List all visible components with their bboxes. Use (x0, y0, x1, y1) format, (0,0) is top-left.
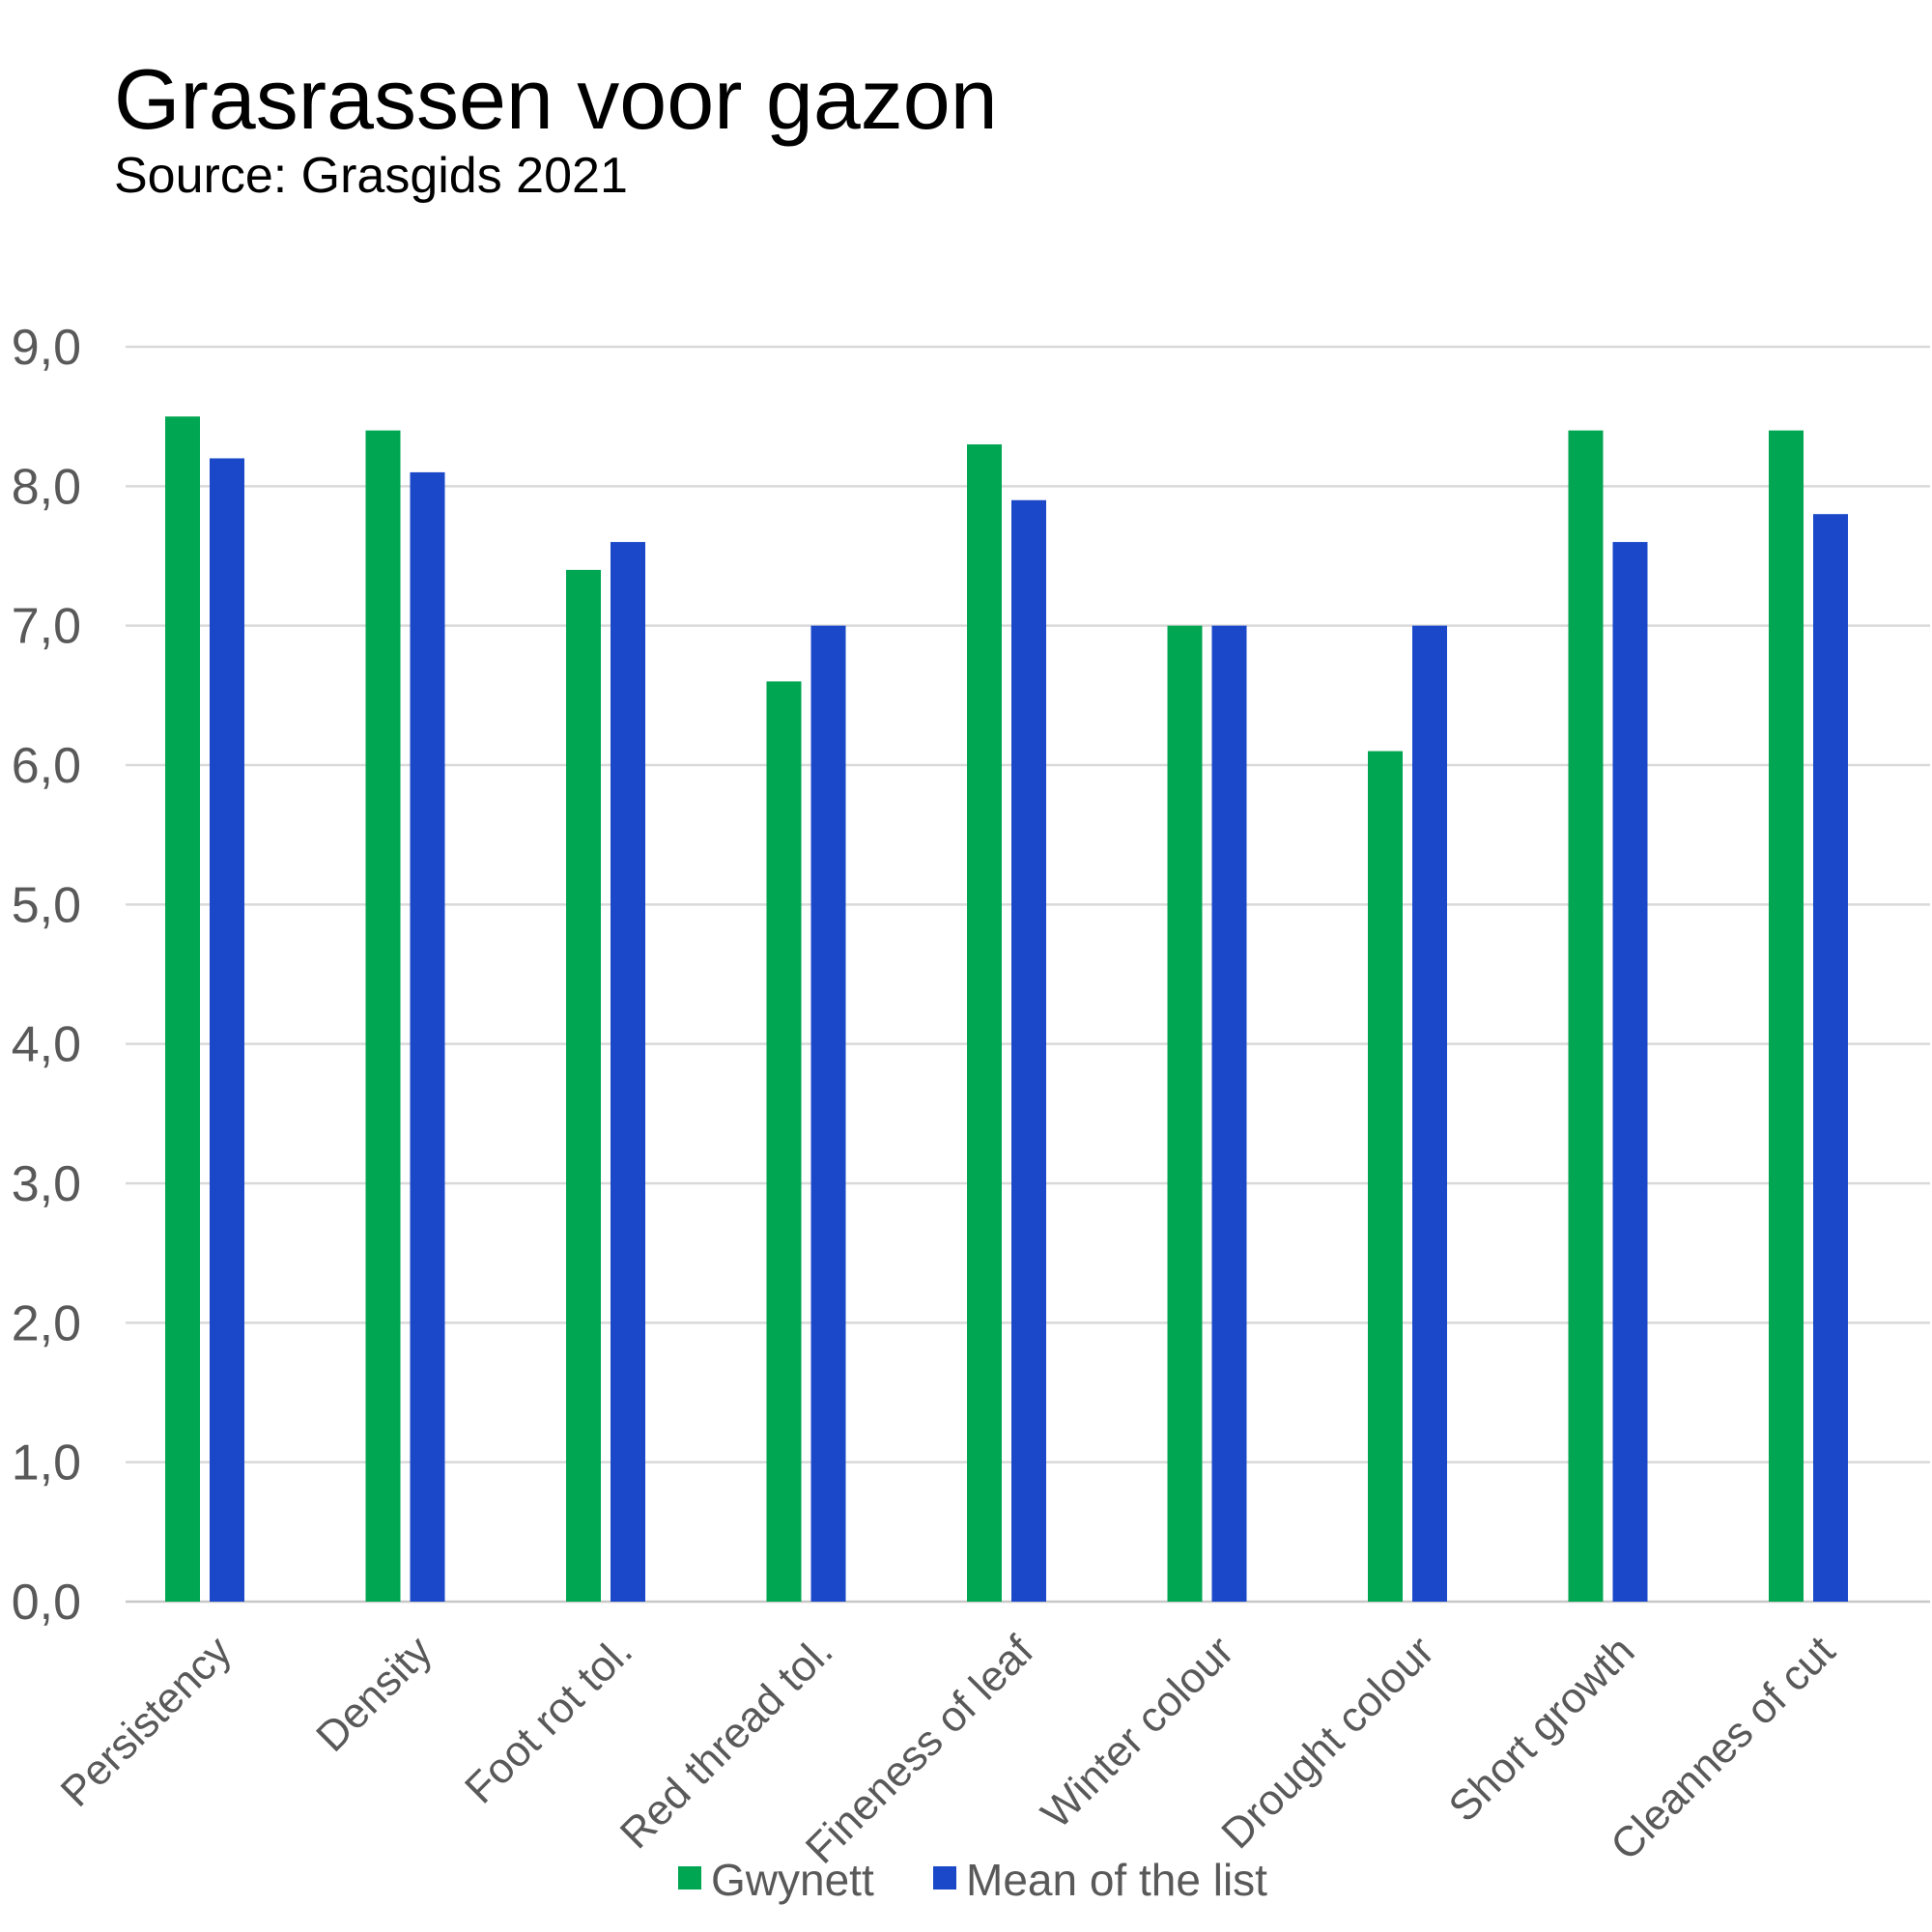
x-tick-label: Density (307, 1627, 440, 1760)
bar-mean (1813, 514, 1848, 1603)
bar-mean (210, 458, 244, 1602)
y-tick-label: 7,0 (12, 599, 81, 655)
y-tick-label: 8,0 (12, 459, 81, 515)
y-axis-ticks: 0,0 1,0 2,0 3,0 4,0 5,0 6,0 7,0 8,0 9,0 (12, 320, 81, 1631)
y-tick-label: 0,0 (12, 1575, 81, 1631)
bar-gwynett (1769, 430, 1804, 1603)
x-tick-label: Short growth (1440, 1627, 1644, 1831)
x-tick-label: Red thread tol. (611, 1627, 842, 1858)
y-tick-label: 4,0 (12, 1017, 81, 1073)
bar-mean (1011, 499, 1046, 1603)
bar-mean (1612, 542, 1648, 1602)
chart-subtitle: Source: Grasgids 2021 (114, 148, 628, 204)
bar-gwynett (967, 444, 1002, 1602)
x-tick-label: Foot rot tol. (456, 1627, 641, 1812)
legend-label: Mean of the list (966, 1855, 1267, 1905)
chart-title: Grasrassen voor gazon (114, 51, 998, 147)
bar-mean (611, 542, 645, 1602)
x-tick-label: Drought colour (1212, 1627, 1443, 1858)
legend-swatch (678, 1866, 701, 1889)
bar-mean (1211, 625, 1247, 1602)
bar-gwynett (566, 569, 601, 1602)
y-tick-label: 9,0 (12, 320, 81, 376)
bar-mean (410, 471, 445, 1602)
legend-swatch (933, 1866, 956, 1889)
x-axis-labels: Persistency Density Foot rot tol.Red threa… (52, 1627, 1844, 1873)
x-tick-label: Winter colour (1033, 1627, 1243, 1837)
y-tick-label: 3,0 (12, 1156, 81, 1212)
y-tick-label: 5,0 (12, 877, 81, 933)
legend: Gwynett Mean of the list (678, 1855, 1267, 1905)
y-tick-label: 1,0 (12, 1435, 81, 1492)
bar-gwynett (1368, 751, 1403, 1602)
bars (165, 416, 1848, 1603)
bar-mean (1412, 625, 1447, 1602)
bar-gwynett (365, 430, 401, 1603)
legend-label: Gwynett (711, 1855, 874, 1905)
bar-gwynett (1167, 625, 1203, 1602)
x-tick-label: Persistency (52, 1627, 241, 1815)
bar-gwynett (165, 416, 200, 1603)
y-tick-label: 2,0 (12, 1295, 81, 1351)
bar-gwynett (766, 681, 802, 1602)
bar-mean (810, 625, 846, 1602)
bar-gwynett (1568, 430, 1604, 1603)
y-tick-label: 6,0 (12, 738, 81, 794)
